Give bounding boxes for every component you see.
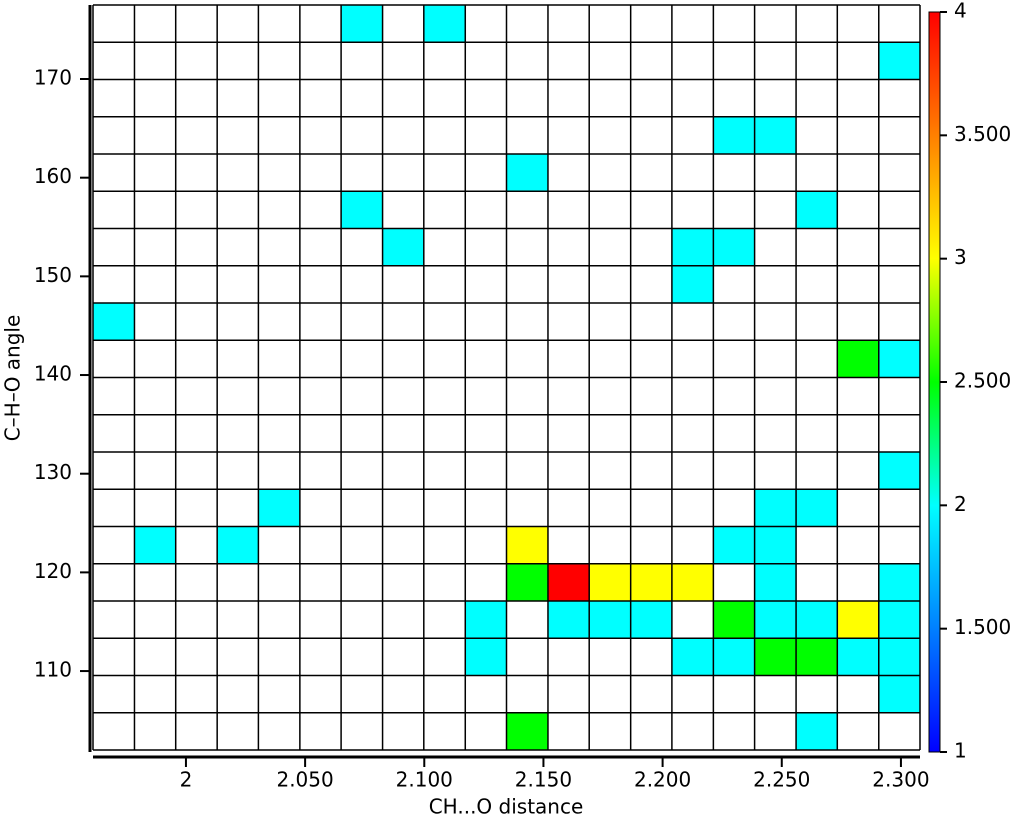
cell: [796, 712, 838, 750]
cell: [258, 489, 300, 527]
colorbar-tick-label: 3.500: [954, 122, 1011, 146]
cell: [878, 601, 920, 639]
cell: [506, 563, 548, 601]
cell: [506, 526, 548, 564]
y-tick-label: 150: [34, 263, 72, 287]
cell: [878, 452, 920, 490]
cell: [878, 675, 920, 713]
cell: [878, 638, 920, 676]
cell: [134, 526, 176, 564]
cell: [547, 601, 590, 639]
cell: [630, 563, 672, 601]
cell: [713, 601, 755, 639]
cell: [217, 526, 259, 564]
y-tick-label: 160: [34, 164, 72, 188]
cell: [713, 116, 755, 154]
cell: [713, 526, 755, 564]
cell: [754, 116, 797, 154]
x-tick-label: 2: [180, 768, 193, 792]
cell: [796, 489, 838, 527]
y-tick-label: 170: [34, 66, 72, 90]
cell: [796, 638, 838, 676]
colorbar-tick-label: 1: [954, 739, 967, 763]
cell: [423, 5, 466, 43]
cell: [796, 191, 838, 229]
colorbar-tick-label: 2.500: [954, 369, 1011, 393]
x-tick-label: 2.300: [872, 768, 929, 792]
y-tick-label: 130: [34, 460, 72, 484]
cell: [589, 601, 631, 639]
cell: [630, 601, 672, 639]
cell: [465, 638, 507, 676]
cell: [93, 303, 135, 341]
colorbar: [928, 11, 941, 753]
cell: [754, 489, 797, 527]
cell: [878, 42, 920, 80]
cell: [506, 712, 548, 750]
cell: [878, 340, 920, 378]
x-tick-label: 2.050: [276, 768, 333, 792]
x-tick-label: 2.200: [634, 768, 691, 792]
cell: [671, 638, 714, 676]
cell: [754, 526, 797, 564]
cell: [547, 563, 590, 601]
cell: [671, 228, 714, 266]
x-axis-label: CH...O distance: [429, 795, 584, 819]
cell: [341, 5, 383, 43]
y-tick-label: 140: [34, 362, 72, 386]
y-axis-label: C–H–O angle: [1, 315, 25, 442]
cell: [589, 563, 631, 601]
cell: [796, 601, 838, 639]
cell: [754, 563, 797, 601]
y-tick-label: 120: [34, 559, 72, 583]
cell: [465, 601, 507, 639]
x-tick-label: 2.100: [396, 768, 453, 792]
x-tick-label: 2.250: [753, 768, 810, 792]
cell: [837, 340, 879, 378]
cell: [713, 228, 755, 266]
cell: [837, 601, 879, 639]
x-tick-label: 2.150: [515, 768, 572, 792]
y-tick-label: 110: [34, 658, 72, 682]
colorbar-tick-label: 3: [954, 245, 967, 269]
cell: [341, 191, 383, 229]
cell: [837, 638, 879, 676]
colorbar-tick-label: 4: [954, 0, 967, 23]
cell: [671, 563, 714, 601]
cell: [671, 265, 714, 303]
cell: [382, 228, 424, 266]
cell: [506, 154, 548, 192]
colorbar-tick-label: 1.500: [954, 615, 1011, 639]
cell: [754, 601, 797, 639]
colorbar-tick-label: 2: [954, 492, 967, 516]
cell: [754, 638, 797, 676]
cell: [878, 563, 920, 601]
cell: [713, 638, 755, 676]
